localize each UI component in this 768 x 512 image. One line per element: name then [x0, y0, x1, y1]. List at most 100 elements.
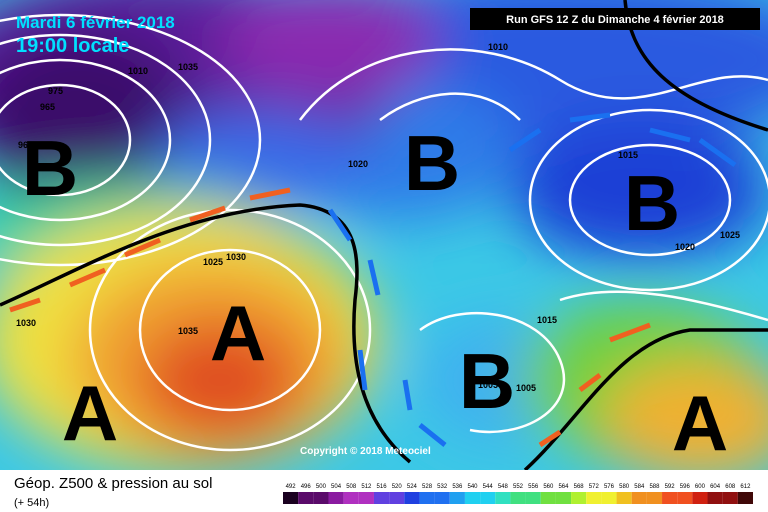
isobar-label: 1010	[128, 66, 148, 76]
scale-label: 532	[437, 484, 448, 490]
scale-swatch	[373, 492, 390, 504]
footer-title: Géop. Z500 & pression au sol	[14, 475, 212, 492]
scale-swatch	[692, 492, 708, 504]
scale-swatch	[540, 492, 556, 504]
scale-swatch	[555, 492, 572, 504]
scale-swatch	[313, 492, 329, 504]
pressure-center: A	[672, 379, 728, 467]
cold-arrows	[327, 112, 737, 447]
warm-arrows	[9, 187, 651, 448]
scale-swatch	[419, 492, 435, 504]
isobar-label: 975	[48, 86, 63, 96]
scale-swatch	[328, 492, 344, 504]
scale-label: 496	[301, 484, 312, 490]
pressure-center: A	[210, 289, 266, 377]
isobar-label: 1030	[226, 252, 246, 262]
isobar-label: 965	[40, 102, 55, 112]
scale-swatch	[449, 492, 465, 504]
date: Mardi 6 février 2018	[16, 13, 175, 32]
isobar-label: 1020	[348, 159, 368, 169]
scale-label: 584	[634, 484, 645, 490]
field: B A B B A B A 1010 1035 975 965 960 1020 1015 1020 102…	[0, 0, 768, 470]
scale-swatch	[495, 492, 511, 504]
pressure-center: B	[404, 119, 460, 207]
scale-swatch	[464, 492, 481, 504]
pressure-centers: B A B B A B A	[22, 119, 728, 467]
footer-lead: (+ 54h)	[14, 497, 49, 509]
scale-swatch	[707, 492, 723, 504]
pressure-center: A	[62, 369, 118, 457]
scale-label: 608	[725, 484, 736, 490]
isobar-lines	[0, 13, 768, 452]
scale-label: 568	[574, 484, 585, 490]
isobar-label: 1035	[178, 326, 198, 336]
scale-swatch	[389, 492, 405, 504]
isobar-label: 1025	[203, 257, 223, 267]
isobar-label: 1030	[16, 318, 36, 328]
scale-label: 528	[422, 484, 433, 490]
scale-swatch	[677, 492, 693, 504]
scale-label: 500	[316, 484, 327, 490]
scale-swatch	[434, 492, 450, 504]
pressure-center: B	[624, 159, 680, 247]
scale-swatch	[601, 492, 617, 504]
isobar-label: 1015	[618, 150, 638, 160]
scale-label: 564	[558, 484, 569, 490]
copyright: Copyright © 2018 Meteociel	[300, 446, 431, 457]
scale-label: 524	[407, 484, 418, 490]
scale-swatch	[283, 492, 299, 504]
scale-label: 552	[513, 484, 524, 490]
pressure-center: B	[22, 124, 78, 212]
scale-swatch	[510, 492, 526, 504]
scale-label: 560	[543, 484, 554, 490]
scale-swatch	[343, 492, 359, 504]
color-scale: 492 496 500 504 508 512 516 520 524 528 532 536 540 5…	[283, 484, 753, 504]
scale-swatch	[358, 492, 374, 504]
scale-swatch	[404, 492, 420, 504]
scale-swatch	[571, 492, 587, 504]
isobar-label: 1025	[720, 230, 740, 240]
scale-label: 520	[392, 484, 403, 490]
scale-swatch	[586, 492, 602, 504]
pressure-center: B	[459, 337, 515, 425]
scale-label: 600	[695, 484, 706, 490]
run-info: Run GFS 12 Z du Dimanche 4 février 2018	[506, 14, 724, 26]
scale-swatch	[722, 492, 738, 504]
scale-swatch	[480, 492, 496, 504]
scale-label: 580	[619, 484, 630, 490]
scale-label: 548	[498, 484, 509, 490]
isobar-label: 1015	[537, 315, 557, 325]
scale-label: 596	[680, 484, 691, 490]
scale-label: 544	[483, 484, 494, 490]
scale-swatch	[631, 492, 647, 504]
scale-swatch	[646, 492, 663, 504]
isobar-label: 1020	[675, 242, 695, 252]
scale-swatch	[616, 492, 632, 504]
scale-label: 612	[740, 484, 751, 490]
scale-swatch	[662, 492, 678, 504]
scale-label: 536	[452, 484, 463, 490]
scale-swatch	[525, 492, 541, 504]
scale-label: 516	[377, 484, 388, 490]
scale-label: 508	[346, 484, 357, 490]
isobar-label: 1010	[488, 42, 508, 52]
scale-label: 572	[589, 484, 600, 490]
scale-swatch	[298, 492, 314, 504]
time: 19:00 locale	[16, 35, 129, 57]
scale-label: 556	[528, 484, 539, 490]
isobar-label: 1035	[178, 62, 198, 72]
scale-label: 492	[286, 484, 297, 490]
isobar-label: 1005	[516, 383, 536, 393]
scale-label: 604	[710, 484, 721, 490]
scale-label: 540	[468, 484, 479, 490]
scale-label: 504	[331, 484, 342, 490]
isobar-label: 1005	[478, 380, 498, 390]
isobar-label: 960	[18, 140, 33, 150]
scale-label: 588	[649, 484, 660, 490]
scale-label: 576	[604, 484, 615, 490]
scale-label: 512	[361, 484, 372, 490]
scale-swatch	[737, 492, 753, 504]
